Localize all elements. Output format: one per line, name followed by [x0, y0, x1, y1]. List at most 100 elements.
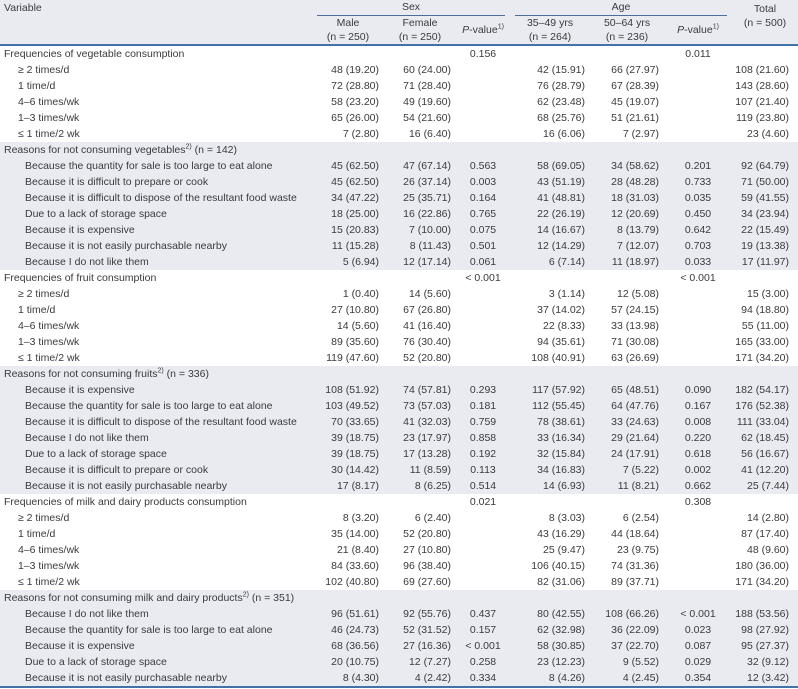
cell-total: 15 (3.00) — [746, 288, 790, 300]
cell-p-age: 0.354 — [664, 670, 733, 687]
row-label: Because I do not like them — [0, 254, 312, 270]
cell-a50: 11 (8.21) — [590, 478, 665, 494]
cell-p-sex: 0.334 — [456, 670, 511, 687]
cell-p-age: 0.002 — [664, 462, 733, 478]
cell-a35: 34 (16.83) — [510, 462, 591, 478]
cell-a50: 7 (2.97) — [622, 128, 660, 140]
cell-a50: 44 (18.64) — [611, 528, 660, 540]
group-label-age: Age — [611, 1, 631, 13]
cell-male: 7 (2.80) — [342, 128, 379, 140]
cell-female: 69 (27.60) — [403, 576, 451, 588]
cell-female: 60 (24.00) — [403, 64, 451, 76]
cell-male: 20 (10.75) — [312, 654, 384, 670]
cell-male: 58 (23.20) — [331, 96, 379, 108]
row-label: Because the quantity for sale is too lar… — [0, 398, 312, 414]
cell-p-sex: 0.501 — [456, 238, 511, 254]
cell-p-age: 0.642 — [664, 222, 733, 238]
table-row: Due to a lack of storage space 20 (10.75)… — [0, 654, 798, 670]
cell-a50: 65 (48.51) — [590, 382, 665, 398]
cell-a35: 14 (16.67) — [510, 222, 591, 238]
cell-p-age: 0.011 — [685, 48, 711, 60]
cell-p-age — [664, 334, 732, 350]
cell-female: 12 (7.27) — [384, 654, 456, 670]
cell-female: 26 (37.14) — [384, 174, 456, 190]
cell-a50: 12 (5.08) — [616, 288, 660, 300]
cell-total: 180 (36.00) — [735, 560, 790, 572]
cell-a50: 9 (5.52) — [590, 654, 665, 670]
cell-female: 25 (35.71) — [384, 190, 456, 206]
cell-p-sex: 0.765 — [456, 206, 511, 222]
cell-p-sex — [456, 302, 510, 318]
cell-p-age — [664, 510, 732, 526]
cell-p-age: 0.220 — [664, 430, 733, 446]
cell-female: 67 (26.80) — [403, 304, 451, 316]
cell-total: 107 (21.40) — [735, 96, 790, 108]
cell-p-age: 0.703 — [664, 238, 733, 254]
row-label: 1–3 times/wk — [18, 336, 80, 348]
cell-a50: 33 (13.98) — [611, 320, 660, 332]
cell-male — [312, 142, 384, 158]
section-header-row: Reasons for not consuming milk and dairy… — [0, 590, 798, 606]
cell-a35: 14 (6.93) — [510, 478, 591, 494]
cell-female: 76 (30.40) — [403, 336, 451, 348]
section-title: Frequencies of vegetable consumption — [4, 48, 185, 60]
table-header: Variable Sex Age Total (n = 500) Male (n … — [0, 0, 798, 45]
section-header-row: Reasons for not consuming vegetables2) (… — [0, 142, 798, 158]
cell-a50: 89 (37.71) — [611, 576, 660, 588]
cell-male: 45 (62.50) — [312, 174, 384, 190]
cell-p-sex: 0.075 — [456, 222, 511, 238]
row-label: 1 time/d — [18, 80, 56, 92]
section-title: Frequencies of fruit consumption — [4, 272, 157, 284]
cell-total: 95 (27.37) — [732, 638, 798, 654]
cell-p-sex — [456, 142, 511, 158]
cell-p-sex: 0.563 — [456, 158, 511, 174]
cell-a50: 28 (48.28) — [590, 174, 665, 190]
cell-a35 — [510, 494, 590, 510]
cell-a35: 108 (40.91) — [531, 352, 586, 364]
cell-male: 96 (51.61) — [312, 606, 384, 622]
cell-total — [732, 366, 798, 382]
cell-total: 55 (11.00) — [741, 320, 790, 332]
cell-a35: 25 (9.47) — [542, 544, 586, 556]
cell-a35: 8 (3.03) — [548, 512, 586, 524]
column-header-pvalue-sex: P-value1) — [456, 16, 511, 45]
cell-p-sex: 0.181 — [456, 398, 511, 414]
cell-p-sex: 0.293 — [456, 382, 511, 398]
cell-p-age: 0.662 — [664, 478, 733, 494]
row-label: ≤ 1 time/2 wk — [18, 128, 80, 140]
row-label: ≥ 2 times/d — [18, 64, 70, 76]
row-label: Due to a lack of storage space — [0, 446, 312, 462]
cell-total: 17 (11.97) — [732, 254, 798, 270]
cell-p-sex — [456, 126, 510, 142]
row-label: ≥ 2 times/d — [18, 512, 70, 524]
cell-a35: 43 (51.19) — [510, 174, 591, 190]
cell-p-sex: 0.164 — [456, 190, 511, 206]
cell-female — [384, 45, 456, 62]
column-group-age: Age — [510, 0, 733, 16]
cell-male: 102 (40.80) — [325, 576, 379, 588]
cell-total: 108 (21.60) — [735, 64, 790, 76]
cell-male: 21 (8.40) — [336, 544, 379, 556]
table-row: 4–6 times/wk 58 (23.20) 49 (19.60) 62 (23.4… — [0, 94, 798, 110]
cell-a50: 71 (30.08) — [611, 336, 660, 348]
cell-a50: 24 (17.91) — [590, 446, 665, 462]
table-row: ≥ 2 times/d 48 (19.20) 60 (24.00) 42 (15.91… — [0, 62, 798, 78]
cell-male — [312, 270, 384, 286]
cell-p-age: 0.087 — [664, 638, 733, 654]
column-header-male: Male (n = 250) — [312, 16, 384, 45]
table-row: ≥ 2 times/d 1 (0.40) 14 (5.60) 3 (1.14) 12 (… — [0, 286, 798, 302]
row-label: Because the quantity for sale is too lar… — [0, 622, 312, 638]
cell-male: 46 (24.73) — [312, 622, 384, 638]
cell-female: 41 (32.03) — [384, 414, 456, 430]
row-label: 1 time/d — [18, 304, 56, 316]
row-label: Because it is not easily purchasable nea… — [0, 478, 312, 494]
cell-a50: 33 (24.63) — [590, 414, 665, 430]
cell-p-age: 0.308 — [684, 496, 712, 508]
table-row: ≥ 2 times/d 8 (3.20) 6 (2.40) 8 (3.03) 6 (2.… — [0, 510, 798, 526]
group-label-sex: Sex — [401, 1, 421, 13]
table-row: ≤ 1 time/2 wk 102 (40.80) 69 (27.60) 82 (31… — [0, 574, 798, 590]
cell-male: 35 (14.00) — [331, 528, 379, 540]
cell-female: 4 (2.42) — [384, 670, 456, 687]
cell-male: 108 (51.92) — [312, 382, 384, 398]
table-row: 1 time/d 35 (14.00) 52 (20.80) 43 (16.29) 44… — [0, 526, 798, 542]
